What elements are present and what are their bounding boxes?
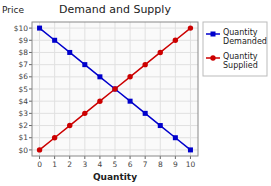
- point: [142, 62, 147, 67]
- point: [67, 50, 72, 55]
- legend-entry: QuantitySupplied: [223, 52, 258, 70]
- tick-label: 1: [52, 160, 57, 169]
- tick-label: 7: [143, 160, 148, 169]
- series-group: [37, 25, 193, 152]
- tick-label: 9: [173, 160, 178, 169]
- tick-label: $8: [18, 48, 28, 57]
- legend: QuantityDemandedQuantitySupplied: [203, 22, 267, 76]
- series-line: [40, 28, 191, 150]
- grid-line: [32, 149, 198, 150]
- grid-line: [32, 101, 198, 102]
- tick-label: $6: [18, 72, 28, 81]
- tick-label: 10: [186, 160, 196, 169]
- tick-label: 8: [158, 160, 163, 169]
- series-line: [40, 28, 191, 150]
- tick-label: $2: [18, 121, 28, 130]
- y-label: Price: [2, 5, 24, 15]
- grid-line: [32, 64, 198, 65]
- x-label: Quantity: [93, 172, 137, 182]
- point: [52, 38, 57, 43]
- point: [158, 50, 163, 55]
- point: [188, 25, 193, 30]
- legend-entry-line: Quantity: [223, 52, 258, 61]
- point: [128, 99, 133, 104]
- tick-label: $3: [18, 109, 28, 118]
- tick-label: 5: [113, 160, 118, 169]
- legend-box: [203, 22, 267, 76]
- title: Demand and Supply: [59, 3, 171, 16]
- point: [52, 135, 57, 140]
- grid-line: [32, 28, 198, 29]
- tick-label: 2: [67, 160, 72, 169]
- tick-label: $10: [14, 24, 29, 33]
- tick-label: $0: [18, 146, 28, 155]
- legend-entry-line: Quantity: [223, 28, 258, 37]
- tick-label: 0: [37, 160, 42, 169]
- tick-label: 3: [82, 160, 87, 169]
- tick-label: $4: [18, 97, 28, 106]
- grid-line: [32, 113, 198, 114]
- point: [37, 147, 42, 152]
- chart: Demand and Supply Price Quantity 0 1 2 3 4 5 6 7 8 9…: [0, 0, 271, 186]
- point: [97, 74, 102, 79]
- tick-label: $9: [18, 36, 28, 45]
- point: [82, 62, 87, 67]
- legend-entry: QuantityDemanded: [223, 28, 267, 46]
- point: [67, 123, 72, 128]
- point: [158, 123, 163, 128]
- tick-label: $1: [18, 133, 28, 142]
- point: [143, 111, 148, 116]
- legend-entry-line: Supplied: [223, 61, 258, 70]
- point: [112, 86, 117, 91]
- point: [37, 26, 42, 31]
- point: [97, 98, 102, 103]
- legend-marker: [211, 32, 216, 37]
- point: [113, 87, 118, 92]
- point: [188, 147, 193, 152]
- legend-marker: [210, 55, 215, 60]
- grid-line: [32, 125, 198, 126]
- legend-entry-line: Demanded: [223, 37, 267, 46]
- grid-line: [32, 76, 198, 77]
- grid-line: [32, 52, 198, 53]
- point: [127, 74, 132, 79]
- tick-label: 6: [128, 160, 133, 169]
- plot-frame: [32, 22, 198, 156]
- plot-area: [32, 22, 198, 156]
- point: [82, 111, 87, 116]
- tick-label: 4: [98, 160, 103, 169]
- point: [173, 135, 178, 140]
- tick-label: $5: [18, 85, 28, 94]
- point: [173, 38, 178, 43]
- tick-label: $7: [18, 60, 28, 69]
